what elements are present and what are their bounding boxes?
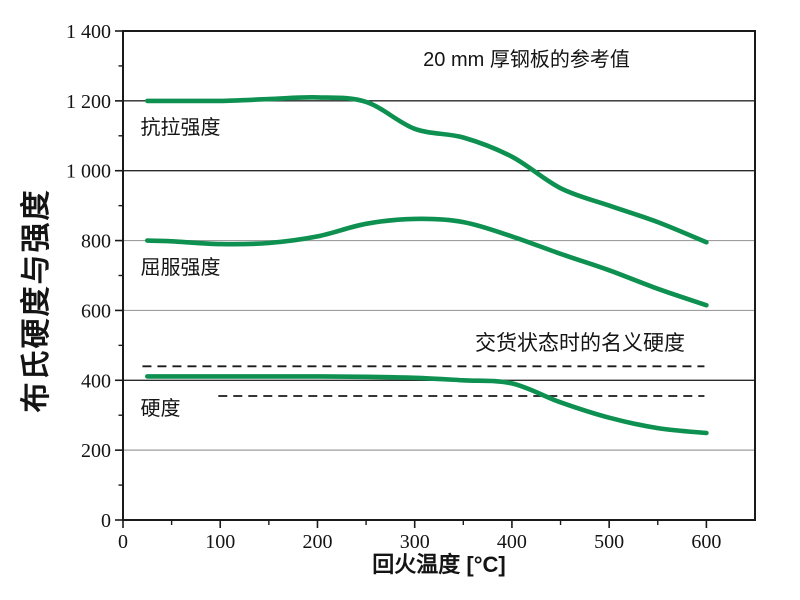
delivery-hardness-label: 交货状态时的名义硬度 [475, 332, 685, 355]
yield_strength-curve [145, 216, 709, 308]
y-tick-label-0: 0 [101, 510, 111, 532]
y-tick-label-200: 200 [81, 440, 111, 462]
x-axis-title: 回火温度 [°C] [372, 552, 505, 577]
annotation-plate-thickness: 20 mm 厚钢板的参考值 [423, 48, 630, 71]
x-tick-label-0: 0 [118, 531, 128, 553]
y-tick-label-800: 800 [81, 231, 111, 253]
tensile_strength-label: 抗拉强度 [141, 116, 221, 139]
y-tick-label-1000: 1 000 [66, 161, 111, 183]
x-tick-label-200: 200 [302, 531, 332, 553]
y-tick-label-600: 600 [81, 300, 111, 322]
yield_strength-label: 屈服强度 [141, 256, 221, 279]
y-tick-label-1400: 1 400 [66, 21, 111, 43]
y-axis-title: 布氏硬度与强度 [20, 189, 53, 413]
x-tick-label-400: 400 [497, 531, 527, 553]
hardness-curve [145, 374, 709, 436]
x-tick-label-100: 100 [205, 531, 235, 553]
hardness-label: 硬度 [141, 397, 181, 420]
x-tick-label-300: 300 [400, 531, 430, 553]
x-tick-label-500: 500 [594, 531, 624, 553]
tensile_strength-curve [145, 95, 709, 245]
y-tick-label-1200: 1 200 [66, 91, 111, 113]
y-tick-label-400: 400 [81, 370, 111, 392]
x-tick-label-600: 600 [691, 531, 721, 553]
